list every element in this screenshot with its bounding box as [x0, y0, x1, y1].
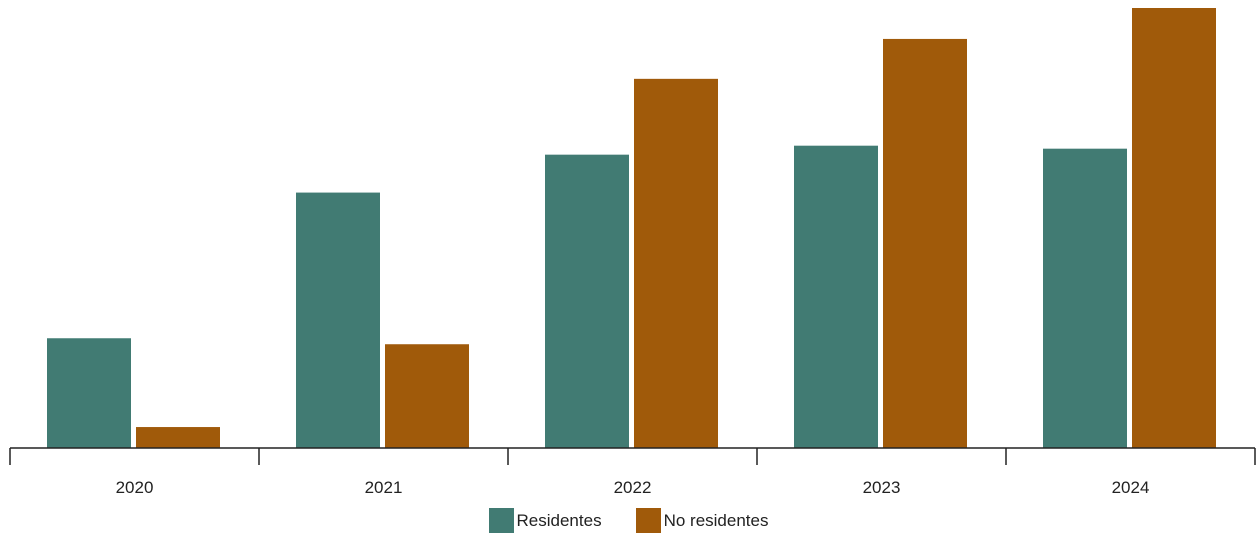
bar-residentes-2023: [794, 145, 878, 448]
legend-label-residentes: Residentes: [516, 510, 602, 530]
bars-group: [47, 8, 1216, 449]
x-tick-label-2024: 2024: [1112, 478, 1150, 497]
bar-no-residentes-2022: [634, 78, 718, 449]
x-tick-label-2023: 2023: [863, 478, 901, 497]
x-tick-label-2020: 2020: [116, 478, 154, 497]
legend-swatch-no-residentes: [635, 508, 661, 533]
x-axis: 2020 2021 2022 2023 2024: [9, 447, 1256, 497]
bar-residentes-2022: [545, 154, 629, 448]
bar-residentes-2021: [296, 192, 380, 448]
legend: Residentes No residentes: [0, 508, 1257, 533]
legend-item-residentes: Residentes: [488, 508, 602, 533]
bar-no-residentes-2020: [136, 427, 220, 448]
legend-label-no-residentes: No residentes: [663, 510, 769, 530]
legend-item-no-residentes: No residentes: [635, 508, 769, 533]
x-tick-label-2022: 2022: [614, 478, 652, 497]
legend-swatch-residentes: [488, 508, 514, 533]
bar-residentes-2020: [47, 338, 131, 448]
bar-no-residentes-2021: [385, 344, 469, 448]
bar-no-residentes-2024: [1132, 8, 1216, 448]
bar-residentes-2024: [1043, 148, 1127, 448]
x-tick-label-2021: 2021: [365, 478, 403, 497]
bar-no-residentes-2023: [883, 38, 967, 448]
